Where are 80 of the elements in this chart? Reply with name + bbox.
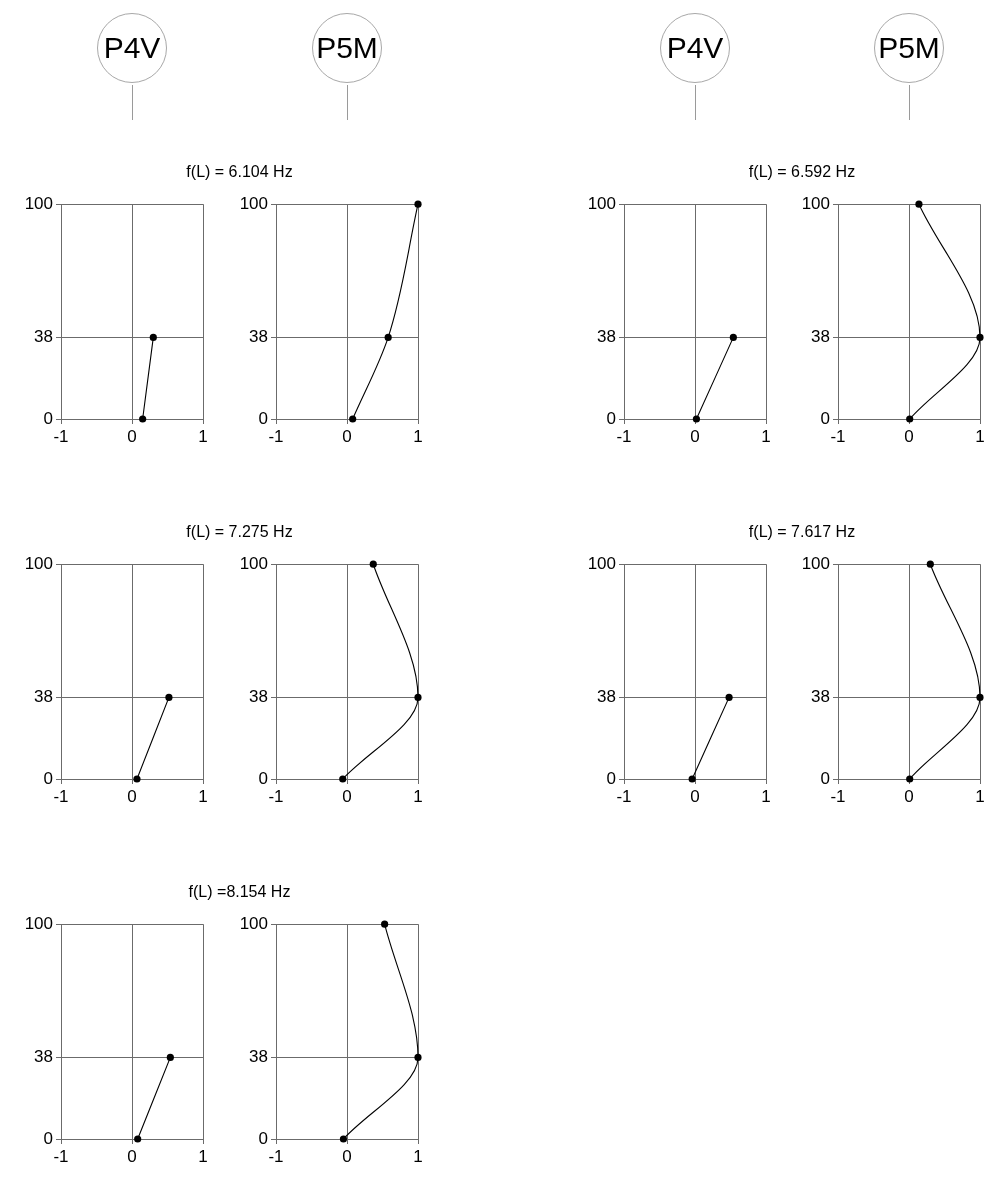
- y-tick-label: 38: [249, 687, 268, 707]
- y-tick-label: 100: [801, 193, 830, 213]
- text: f(L) = 6.104 Hz: [186, 163, 293, 181]
- x-tick-label: 0: [342, 786, 352, 806]
- y-tick-label: 0: [258, 768, 268, 788]
- y-tick-label: 38: [34, 327, 53, 347]
- x-tick-label: -1: [268, 426, 284, 446]
- category-label: P5M: [878, 31, 940, 64]
- y-tick-label: 0: [43, 1128, 53, 1148]
- point: [926, 560, 934, 568]
- point: [339, 1135, 348, 1143]
- x-tick-label: -1: [53, 786, 69, 806]
- y-tick-label: 0: [820, 408, 830, 428]
- y-tick-label: 100: [24, 913, 53, 933]
- y-tick-label: 100: [801, 553, 830, 573]
- text: f(L) = 7.275 Hz: [186, 523, 293, 541]
- point: [381, 920, 389, 928]
- x-tick-label: 1: [975, 426, 985, 446]
- y-tick-label: 38: [249, 1047, 268, 1067]
- x-tick-label: 1: [761, 426, 771, 446]
- y-tick-label: 0: [43, 408, 53, 428]
- x-tick-label: 0: [904, 426, 914, 446]
- y-tick-label: 38: [597, 327, 616, 347]
- x-tick-label: 1: [198, 426, 208, 446]
- x-tick-label: -1: [830, 426, 846, 446]
- category-label: P4V: [666, 31, 724, 64]
- text: f(L) = 6.592 Hz: [748, 163, 856, 181]
- x-tick-label: 0: [342, 1146, 352, 1166]
- x-tick-label: -1: [53, 426, 69, 446]
- y-tick-label: 38: [811, 687, 830, 707]
- y-tick-label: 38: [597, 687, 616, 707]
- x-tick-label: 1: [975, 786, 985, 806]
- x-tick-label: -1: [268, 786, 284, 806]
- y-tick-label: 38: [249, 327, 268, 347]
- y-tick-label: 0: [820, 768, 830, 788]
- x-tick-label: -1: [830, 786, 846, 806]
- y-tick-label: 100: [239, 553, 268, 573]
- y-tick-label: 38: [34, 1047, 53, 1067]
- y-tick-label: 38: [34, 687, 53, 707]
- x-tick-label: 1: [413, 786, 423, 806]
- y-tick-label: 0: [258, 1128, 268, 1148]
- y-tick-label: 100: [24, 553, 53, 573]
- x-tick-label: 1: [198, 786, 208, 806]
- y-tick-label: 100: [239, 193, 268, 213]
- x-tick-label: 0: [127, 426, 137, 446]
- x-tick-label: 1: [761, 786, 771, 806]
- x-tick-label: 1: [198, 1146, 208, 1166]
- x-tick-label: -1: [268, 1146, 284, 1166]
- x-tick-label: 0: [904, 786, 914, 806]
- point: [369, 560, 377, 568]
- point: [976, 333, 984, 341]
- x-tick-label: -1: [53, 1146, 69, 1166]
- y-tick-label: 38: [811, 327, 830, 347]
- y-tick-label: 0: [43, 768, 53, 788]
- point: [915, 200, 923, 208]
- category-label: P4V: [103, 31, 161, 64]
- point: [976, 693, 984, 701]
- point: [414, 693, 422, 701]
- y-tick-label: 100: [587, 193, 616, 213]
- point: [414, 1053, 422, 1061]
- x-tick-label: 0: [690, 786, 700, 806]
- x-tick-label: 0: [127, 786, 137, 806]
- y-tick-label: 0: [606, 768, 616, 788]
- point: [414, 200, 422, 208]
- y-tick-label: 0: [258, 408, 268, 428]
- x-tick-label: 1: [413, 426, 423, 446]
- x-tick-label: -1: [616, 426, 632, 446]
- y-tick-label: 100: [24, 193, 53, 213]
- category-label: P5M: [316, 31, 378, 64]
- y-tick-label: 100: [239, 913, 268, 933]
- text: f(L) =8.154 Hz: [188, 883, 291, 901]
- x-tick-label: -1: [616, 786, 632, 806]
- y-tick-label: 100: [587, 553, 616, 573]
- x-tick-label: 0: [342, 426, 352, 446]
- x-tick-label: 0: [127, 1146, 137, 1166]
- y-tick-label: 0: [606, 408, 616, 428]
- point: [384, 333, 392, 341]
- x-tick-label: 1: [413, 1146, 423, 1166]
- x-tick-label: 0: [690, 426, 700, 446]
- text: f(L) = 7.617 Hz: [748, 523, 856, 541]
